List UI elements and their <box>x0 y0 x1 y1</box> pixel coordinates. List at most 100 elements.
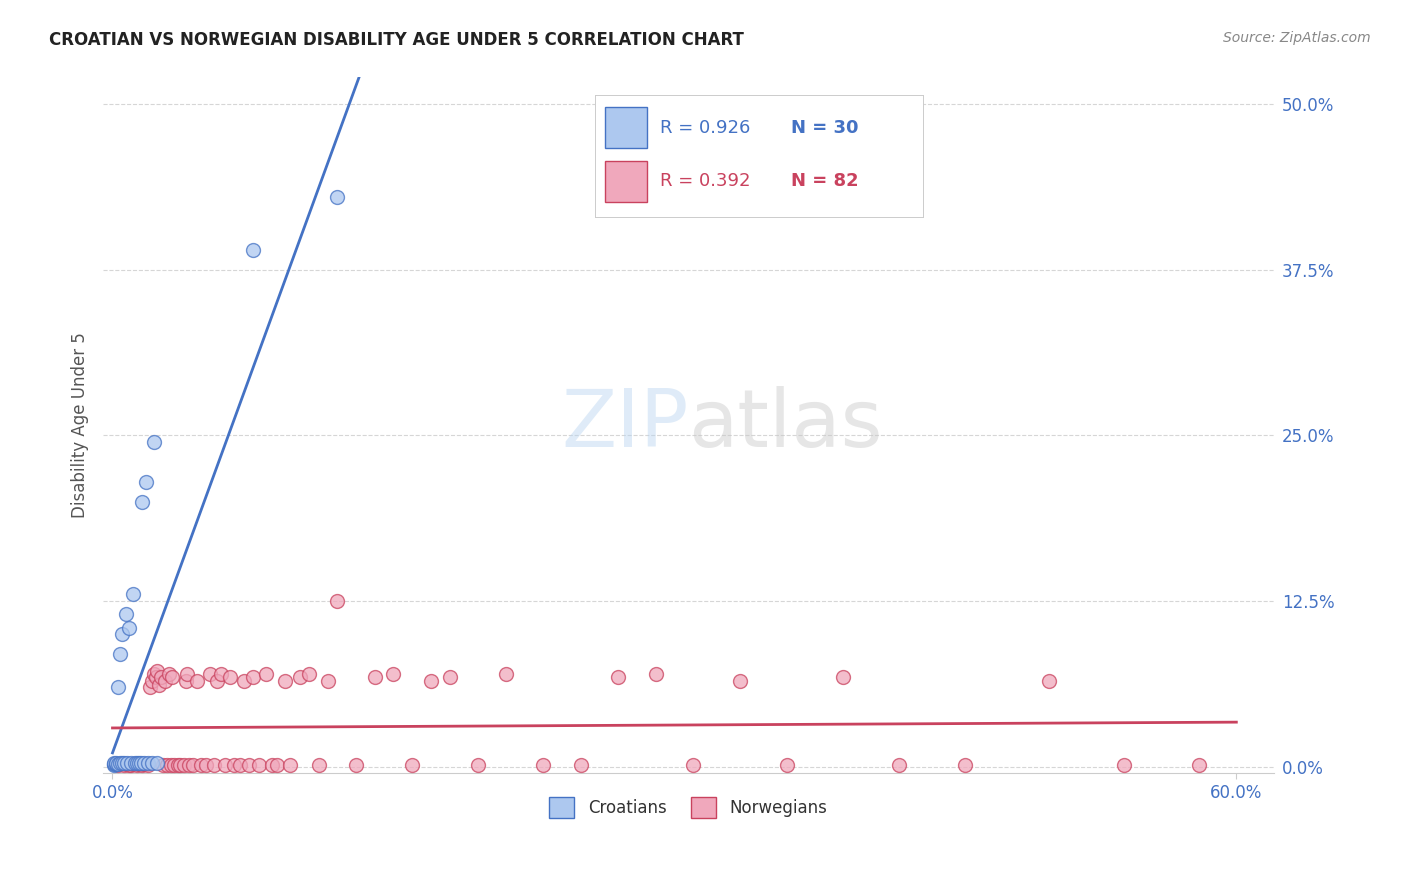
Point <box>181 758 204 772</box>
Point <box>186 673 208 688</box>
Point <box>173 758 195 772</box>
Point <box>108 756 131 770</box>
Point <box>114 607 136 622</box>
Point <box>117 756 139 770</box>
Point <box>953 758 976 772</box>
Point <box>103 758 125 772</box>
Text: atlas: atlas <box>689 386 883 465</box>
Point <box>108 647 131 661</box>
Point <box>134 756 156 770</box>
Point <box>190 758 212 772</box>
Point <box>107 757 129 772</box>
Point <box>531 758 554 772</box>
Point <box>569 758 592 772</box>
Point <box>136 758 159 772</box>
Point <box>209 667 232 681</box>
Point <box>150 670 173 684</box>
Point <box>174 673 197 688</box>
Point <box>288 670 311 684</box>
Point <box>214 758 236 772</box>
Point <box>242 243 264 257</box>
Point <box>419 673 441 688</box>
Point <box>495 667 517 681</box>
Point <box>163 758 186 772</box>
Point <box>152 758 174 772</box>
Point <box>124 756 146 770</box>
Point <box>141 673 163 688</box>
Point <box>142 667 165 681</box>
Legend: Croatians, Norwegians: Croatians, Norwegians <box>543 790 834 824</box>
Point <box>112 756 135 770</box>
Point <box>266 758 288 772</box>
Point <box>889 758 911 772</box>
Point <box>112 758 135 772</box>
Point <box>142 435 165 450</box>
Point <box>134 757 156 772</box>
Point <box>162 670 184 684</box>
Point <box>128 756 150 770</box>
Point <box>167 758 190 772</box>
Point <box>176 667 198 681</box>
Point <box>157 667 180 681</box>
Point <box>131 758 153 772</box>
Point <box>439 670 461 684</box>
Point <box>1038 673 1060 688</box>
Y-axis label: Disability Age Under 5: Disability Age Under 5 <box>72 333 89 518</box>
Point <box>326 190 349 204</box>
Point <box>607 670 630 684</box>
Point <box>148 678 170 692</box>
Point <box>129 756 152 770</box>
Point <box>207 673 229 688</box>
Point <box>260 758 283 772</box>
Point <box>135 475 157 489</box>
Point <box>145 670 167 684</box>
Point <box>156 758 179 772</box>
Point <box>274 673 297 688</box>
Point <box>146 756 169 770</box>
Point <box>141 756 163 770</box>
Point <box>298 667 321 681</box>
Point <box>308 758 330 772</box>
Point <box>125 758 148 772</box>
Point <box>238 758 260 772</box>
Point <box>120 758 142 772</box>
Point <box>107 758 129 772</box>
Point <box>467 758 489 772</box>
Point <box>103 756 125 770</box>
Point <box>644 667 666 681</box>
Point <box>224 758 246 772</box>
Point <box>169 758 191 772</box>
Point <box>131 494 153 508</box>
Point <box>120 756 142 770</box>
Point <box>326 594 349 608</box>
Point <box>219 670 242 684</box>
Point <box>728 673 751 688</box>
Point <box>135 757 157 772</box>
Point <box>159 758 181 772</box>
Point <box>118 621 141 635</box>
Point <box>280 758 302 772</box>
Point <box>129 757 152 772</box>
Point <box>229 758 252 772</box>
Point <box>198 667 221 681</box>
Point <box>125 756 148 770</box>
Point <box>105 757 128 772</box>
Point <box>195 758 218 772</box>
Text: CROATIAN VS NORWEGIAN DISABILITY AGE UNDER 5 CORRELATION CHART: CROATIAN VS NORWEGIAN DISABILITY AGE UND… <box>49 31 744 49</box>
Point <box>103 757 125 772</box>
Point <box>111 756 134 770</box>
Point <box>153 673 176 688</box>
Point <box>316 673 339 688</box>
Text: ZIP: ZIP <box>561 386 689 465</box>
Point <box>107 680 129 694</box>
Point <box>254 667 277 681</box>
Point <box>124 757 146 772</box>
Point <box>1112 758 1135 772</box>
Point <box>242 670 264 684</box>
Point <box>111 757 134 772</box>
Point <box>122 587 145 601</box>
Point <box>118 758 141 772</box>
Point <box>344 758 367 772</box>
Point <box>401 758 423 772</box>
Point <box>179 758 201 772</box>
